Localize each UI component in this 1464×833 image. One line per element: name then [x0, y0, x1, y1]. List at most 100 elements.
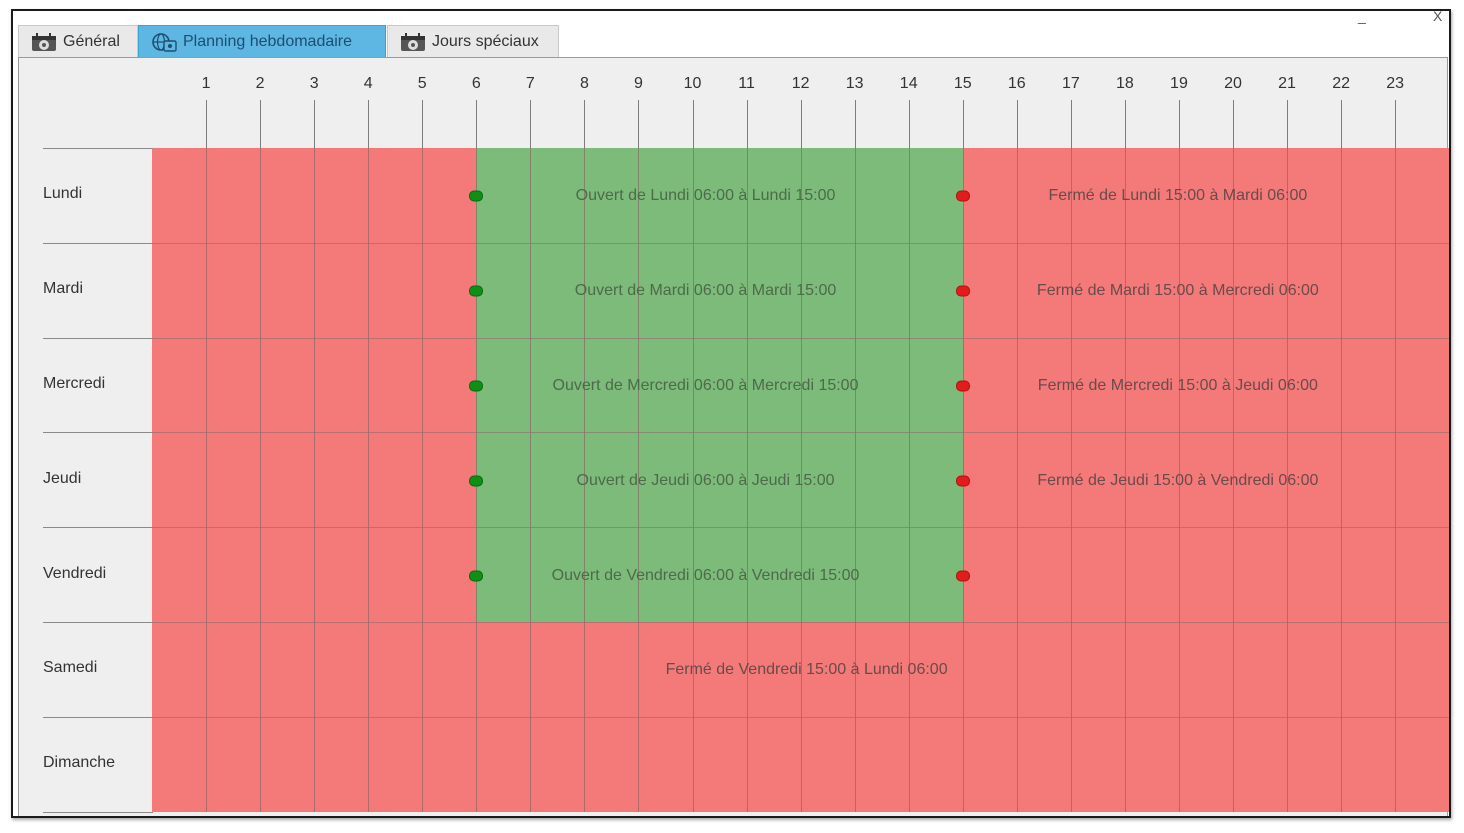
open-start-handle[interactable] [469, 285, 484, 297]
hour-tick [908, 100, 910, 148]
row-gridline [152, 242, 1449, 244]
close-button[interactable]: X [1433, 9, 1443, 24]
open-period-label: Ouvert de Jeudi 06:00 à Jeudi 15:00 [576, 471, 835, 489]
open-start-handle[interactable] [469, 475, 484, 487]
hour-tick [1124, 100, 1126, 148]
open-block[interactable] [476, 242, 963, 338]
hour-label: 2 [255, 75, 265, 92]
open-end-handle[interactable] [955, 190, 970, 202]
day-label-samedi: Samedi [43, 659, 98, 677]
day-label-vendredi: Vendredi [43, 564, 107, 582]
day-separator [43, 337, 153, 339]
tab-label: Général [63, 32, 120, 50]
open-end-handle[interactable] [955, 475, 970, 487]
hour-gridline [314, 148, 316, 812]
closed-period-label: Fermé de Mardi 15:00 à Mercredi 06:00 [1036, 282, 1319, 300]
tab-general[interactable]: Général [18, 25, 138, 57]
hour-label: 19 [1170, 75, 1188, 92]
hour-tick [1070, 100, 1072, 148]
closed-period-label: Fermé de Jeudi 15:00 à Vendredi 06:00 [1037, 471, 1319, 489]
schedule-grid[interactable]: 1 2 3 4 5 6 7 8 9 10 11 12 13 14 15 16 17 18 19 20 21 22 23 Lun… [19, 58, 1449, 816]
hour-tick [422, 100, 424, 148]
hour-label: 20 [1224, 75, 1242, 92]
day-label-lundi: Lundi [43, 185, 83, 203]
hour-label: 11 [738, 75, 755, 92]
open-start-handle[interactable] [469, 380, 484, 392]
tab-label: Planning hebdomadaire [183, 32, 353, 50]
hour-tick [476, 100, 478, 148]
hour-tick [1016, 100, 1018, 148]
calendar-gear-icon [400, 32, 426, 52]
open-block[interactable] [476, 337, 963, 433]
hour-tick [746, 100, 748, 148]
hour-tick [1178, 100, 1180, 148]
day-separator [43, 432, 153, 434]
hour-tick [260, 100, 262, 148]
open-start-handle[interactable] [469, 190, 484, 202]
open-end-handle[interactable] [955, 380, 970, 392]
day-separator [43, 242, 153, 244]
hour-tick [1287, 100, 1289, 148]
hour-gridline [854, 148, 856, 812]
hour-label: 9 [633, 75, 643, 92]
hour-gridline [1287, 148, 1289, 812]
tab-bar: Général Planning hebdomadaire [13, 11, 1449, 58]
open-end-handle[interactable] [955, 570, 970, 582]
closed-period-label: Fermé de Lundi 15:00 à Mardi 06:00 [1048, 187, 1308, 205]
day-label-dimanche: Dimanche [43, 754, 116, 772]
hour-label: 14 [899, 75, 918, 92]
tab-jours-speciaux[interactable]: Jours spéciaux [387, 25, 559, 57]
hour-label: 21 [1278, 75, 1296, 92]
hour-tick [854, 100, 856, 148]
closed-period-label: Fermé de Mercredi 15:00 à Jeudi 06:00 [1037, 377, 1318, 394]
hour-label: 23 [1386, 75, 1405, 92]
hour-label: 3 [309, 75, 319, 92]
hour-tick [368, 100, 370, 148]
hour-label: 13 [845, 75, 864, 92]
hour-gridline [206, 148, 208, 812]
day-label-mercredi: Mercredi [43, 375, 106, 392]
hour-gridline [584, 148, 586, 812]
hour-gridline [368, 148, 370, 812]
hour-gridline [692, 148, 694, 812]
hour-label: 12 [791, 75, 810, 92]
day-separator [43, 527, 153, 529]
hour-tick [1395, 100, 1397, 148]
hour-tick [1341, 100, 1343, 148]
hour-gridline [1395, 148, 1397, 812]
hour-tick [1233, 100, 1234, 148]
hour-tick [962, 100, 964, 148]
row-gridline [152, 622, 1449, 623]
hour-label: 16 [1007, 75, 1026, 92]
hour-gridline [1341, 148, 1343, 812]
hour-tick [800, 100, 802, 148]
hour-label: 7 [525, 75, 535, 92]
open-period-label: Ouvert de Mardi 06:00 à Mardi 15:00 [574, 282, 837, 300]
tab-planning-hebdomadaire[interactable]: Planning hebdomadaire [138, 25, 386, 57]
hour-label: 22 [1332, 75, 1350, 92]
hour-gridline [260, 148, 262, 812]
hour-label: 4 [363, 75, 373, 92]
hour-tick [206, 100, 208, 148]
open-start-handle[interactable] [469, 570, 484, 582]
hour-gridline [1233, 148, 1234, 812]
hour-label: 10 [683, 75, 702, 92]
hour-label: 18 [1115, 75, 1134, 92]
day-label-jeudi: Jeudi [43, 469, 82, 487]
open-block[interactable] [476, 432, 963, 528]
hour-gridline [1070, 148, 1072, 812]
hour-gridline [800, 148, 802, 812]
globe-calendar-icon [151, 32, 177, 52]
hour-gridline [1016, 148, 1018, 812]
open-end-handle[interactable] [955, 285, 970, 297]
hour-gridline [422, 148, 424, 812]
open-block[interactable] [476, 148, 963, 243]
minimize-button[interactable]: _ [1358, 9, 1366, 24]
open-block[interactable] [476, 527, 963, 622]
day-separator [43, 811, 153, 813]
hour-tick [638, 100, 640, 148]
hour-tick [530, 100, 532, 148]
hour-label: 8 [579, 75, 589, 92]
hour-label: 17 [1061, 75, 1080, 92]
hour-gridline [1178, 148, 1180, 812]
